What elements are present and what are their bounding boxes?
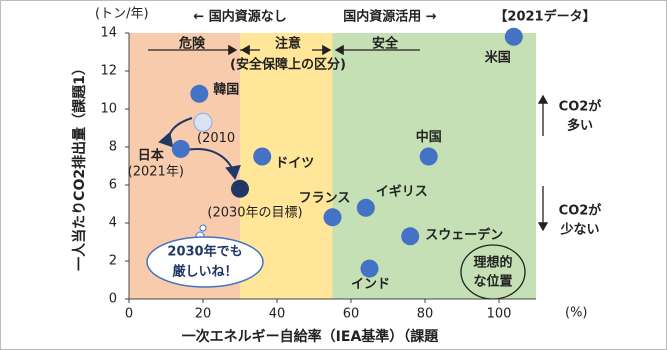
y-tick-label: 14: [100, 26, 117, 41]
point: [504, 27, 523, 46]
ideal-text: 理想的: [473, 255, 512, 271]
zone-label: 危険: [179, 36, 206, 52]
x-tick-label: 40: [269, 307, 286, 322]
point: [419, 147, 438, 166]
point-label: (2010: [197, 131, 235, 146]
y-tick-label: 0: [109, 292, 117, 307]
zone-label: 安全: [372, 36, 399, 52]
zone-note: (安全保障上の区分): [230, 57, 346, 73]
y-tick-label: 2: [109, 254, 117, 269]
point-label: (2030年の目標): [207, 205, 302, 220]
point: [253, 147, 272, 166]
speech-bubble: [146, 236, 264, 288]
point-label: スウェーデン: [425, 227, 503, 243]
trend-arrow: [185, 148, 241, 180]
point-label: イギリス: [376, 183, 428, 199]
point: [193, 112, 213, 132]
side-low: CO2が: [559, 203, 602, 219]
x-tick-label: 100: [487, 307, 512, 322]
y-axis-label: 一人当たりCO2排出量（課題1）: [71, 61, 88, 271]
point: [231, 179, 249, 198]
x-tick-label: 80: [417, 307, 434, 322]
point: [401, 227, 420, 246]
y-tick-label: 8: [109, 140, 117, 155]
side-high: 多い: [567, 118, 593, 134]
ideal-text: な位置: [473, 274, 512, 290]
zone-label: 注意: [275, 36, 301, 52]
y-tick-label: 10: [100, 102, 117, 117]
point: [171, 139, 190, 158]
y-tick-label: 6: [109, 178, 117, 193]
point-label: (2021年): [128, 164, 184, 179]
point-label: フランス: [299, 191, 351, 206]
x-tick-label: 60: [343, 307, 360, 322]
point: [190, 84, 209, 103]
point-label: 韓国: [213, 81, 239, 97]
top-mid-note: 国内資源活用 →: [343, 9, 437, 25]
point: [356, 198, 375, 217]
x-unit: (%): [565, 306, 588, 321]
x-axis-label: 一次エネルギー自給率（IEA基準）（課題: [182, 328, 440, 345]
point: [360, 259, 379, 278]
point-label: 中国: [416, 129, 442, 145]
zone: [332, 33, 536, 299]
y-unit: (トン/年): [95, 7, 149, 22]
bubble-text: 厳しいね！: [172, 264, 237, 280]
side-low: 少ない: [559, 222, 599, 238]
y-tick-label: 4: [109, 216, 117, 231]
bubble-dot: [199, 224, 207, 232]
bubble-text: 2030年でも: [167, 244, 242, 260]
side-high: CO2が: [559, 99, 602, 115]
point-label: 米国: [485, 49, 511, 65]
x-tick-label: 20: [195, 307, 212, 322]
x-tick-label: 0: [125, 307, 133, 322]
zone-arrows: [148, 44, 549, 232]
top-right-note: 【2021データ】: [494, 9, 595, 25]
point-label: 日本: [138, 147, 164, 163]
point-label: ドイツ: [275, 156, 314, 171]
point-label: インド: [351, 277, 390, 292]
y-tick-label: 12: [100, 64, 117, 79]
point: [323, 208, 342, 227]
trend-arrow: [158, 117, 193, 148]
top-left-note: ← 国内資源なし: [193, 9, 286, 25]
